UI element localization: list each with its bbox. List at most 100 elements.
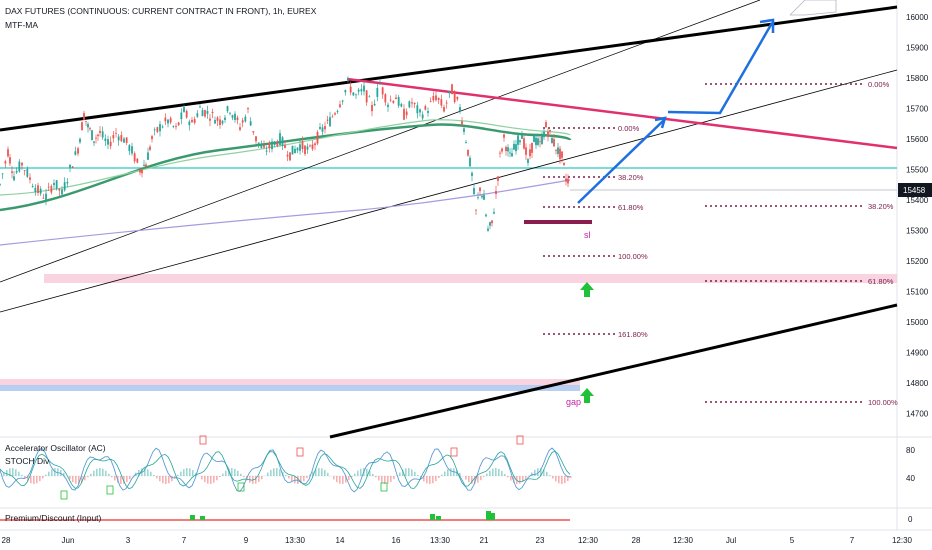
ac-bar	[483, 476, 485, 477]
candle-body	[191, 119, 193, 123]
candle-body	[545, 122, 547, 128]
div-marker	[237, 482, 245, 492]
candle-body	[7, 149, 9, 157]
candle-body	[384, 94, 387, 103]
osc-tick-40: 40	[906, 474, 915, 483]
candle-body	[481, 195, 483, 198]
ac-bar	[33, 476, 35, 484]
ac-bar	[240, 473, 242, 476]
ac-bar	[162, 476, 164, 484]
candle-body	[175, 125, 177, 127]
ac-bar	[510, 476, 512, 481]
ac-bar	[225, 470, 227, 476]
candle-body	[193, 119, 196, 123]
candle-body	[549, 129, 551, 132]
ac-bar	[183, 469, 185, 476]
candle-body	[291, 145, 294, 155]
premium-bar	[486, 511, 491, 520]
resistance-line	[346, 77, 898, 150]
ac-bar	[552, 476, 554, 479]
time-tick-label: Jun	[62, 536, 75, 545]
candle-body	[555, 149, 557, 151]
ac-bar	[342, 476, 344, 484]
candle-body	[257, 142, 260, 144]
candle-body	[559, 148, 561, 160]
candle-body	[567, 178, 569, 184]
ac-bar	[111, 476, 113, 478]
price-axis[interactable]: 16000 15900 15800 15700 15600 15500 15400 15300…	[906, 13, 929, 419]
stoch-d	[0, 450, 571, 490]
ac-bar	[444, 471, 446, 476]
candle-body	[541, 136, 543, 144]
candle-body	[89, 128, 91, 130]
candle-body	[139, 169, 141, 173]
ac-bar	[351, 476, 353, 477]
ac-bar	[114, 476, 116, 481]
candle-body	[509, 152, 511, 154]
fib2-618-label: 61.80%	[868, 277, 894, 286]
trend-line-thin-1	[0, 0, 761, 283]
candle-body	[1, 173, 4, 175]
candle-body	[69, 164, 71, 168]
candle-body	[231, 115, 234, 118]
ac-bar	[15, 469, 17, 476]
candle-body	[416, 105, 419, 114]
candle-body	[101, 131, 104, 138]
candle-body	[164, 117, 167, 122]
ac-bar	[237, 470, 239, 476]
current-price-badge	[898, 183, 932, 197]
candle-body	[413, 102, 416, 105]
ac-bar	[147, 469, 149, 476]
ac-bar	[243, 476, 245, 478]
candle-body	[123, 138, 125, 143]
ac-bar	[336, 476, 338, 483]
candle-body	[296, 147, 299, 151]
price-tick-label: 14800	[906, 379, 929, 388]
candle-body	[31, 186, 34, 188]
ac-bar	[261, 476, 263, 480]
candle-body	[376, 88, 379, 97]
candle-body	[50, 186, 53, 193]
candle-body	[427, 110, 429, 113]
ac-bar	[426, 476, 428, 484]
ac-bar	[513, 476, 515, 483]
candle-body	[381, 87, 384, 95]
ac-bar	[30, 476, 32, 484]
time-axis[interactable]: 28 Jun 3 7 9 13:30 14 16 13:30 21 23 12:30 28 12:30 Ju…	[2, 536, 913, 545]
candle-body	[11, 171, 13, 173]
candle-body	[45, 193, 47, 200]
candle-body	[244, 116, 247, 122]
candle-body	[229, 112, 231, 114]
ac-bar	[459, 472, 461, 476]
candle-body	[104, 138, 107, 142]
candle-body	[334, 113, 336, 115]
pink-zone-lower	[0, 379, 580, 386]
candle-body	[473, 188, 475, 195]
time-tick-label: 7	[182, 536, 187, 545]
price-tick-label: 15000	[906, 318, 929, 327]
candle-body	[517, 135, 519, 145]
ac-bar	[108, 473, 110, 476]
ac-bar	[24, 476, 26, 479]
ac-bar	[159, 476, 161, 482]
candle-body	[543, 131, 545, 138]
ac-bar	[354, 473, 356, 476]
candle-body	[411, 102, 413, 104]
ac-bar	[3, 472, 5, 476]
candle-body	[37, 185, 39, 193]
price-tick-label: 15200	[906, 257, 929, 266]
candle-body	[115, 132, 117, 134]
ac-bar	[144, 468, 146, 476]
candle-body	[319, 126, 321, 129]
candle-body	[347, 78, 349, 80]
ac-bar	[276, 468, 278, 476]
ma-medium	[0, 119, 571, 196]
ac-bar	[525, 476, 527, 480]
candle-body	[563, 162, 565, 165]
ac-bar	[297, 476, 299, 484]
price-tick-label: 15600	[906, 135, 929, 144]
div-marker	[199, 435, 207, 445]
candle-body	[479, 187, 481, 192]
